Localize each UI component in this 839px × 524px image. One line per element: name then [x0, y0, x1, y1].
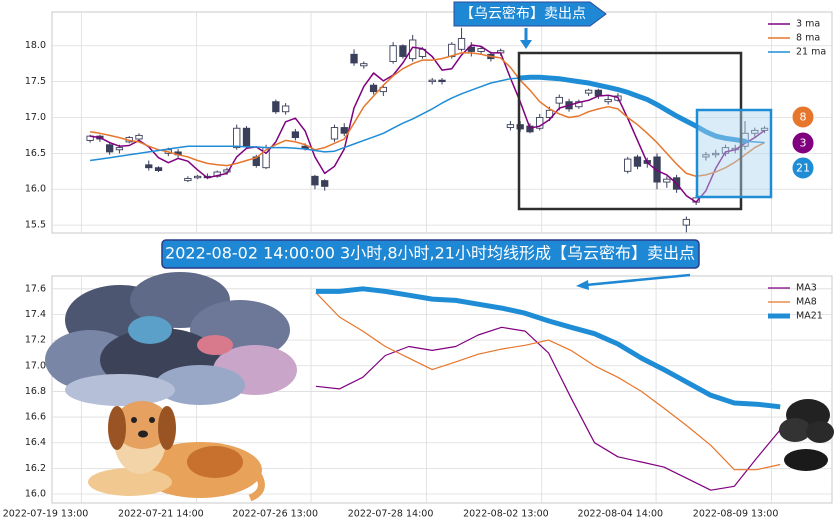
candle-body	[712, 152, 720, 156]
y-tick-label: 16.5	[25, 148, 46, 159]
highlight-box	[517, 51, 743, 211]
x-tick-label: 2022-08-02 13:00	[463, 509, 549, 520]
end-marker	[791, 131, 815, 155]
end-marker-label: 21	[796, 162, 810, 175]
candle-body	[340, 127, 348, 134]
candle-body	[193, 175, 202, 179]
y-tick-label: 17.6	[25, 283, 46, 294]
candle-body	[702, 154, 710, 158]
x-tick-label: 2022-07-26 13:00	[232, 509, 318, 520]
banner	[161, 239, 700, 269]
candle-body	[663, 178, 671, 183]
candle-body	[682, 218, 691, 226]
candle-body	[360, 63, 368, 67]
candle-body	[751, 129, 759, 134]
signal-box	[695, 108, 773, 199]
candle-body	[545, 109, 554, 118]
legend-label: MA3	[796, 283, 817, 294]
x-tick-label: 2022-07-21 14:00	[118, 509, 204, 520]
end-marker-label: 3	[800, 137, 807, 150]
candle-body	[330, 127, 339, 140]
y-tick-label: 16.0	[25, 184, 46, 195]
candle-body	[311, 175, 319, 186]
candle-body	[281, 105, 290, 113]
candle-body	[506, 124, 515, 128]
end-marker	[791, 105, 815, 129]
candle-body	[438, 79, 446, 83]
candle-body	[399, 45, 407, 57]
candle-body	[350, 53, 358, 64]
candle-body	[536, 117, 544, 129]
banner-arrow-head	[576, 280, 589, 290]
candle-body	[135, 134, 143, 140]
x-tick-label: 2022-08-09 13:00	[693, 509, 779, 520]
legend-label: MA21	[796, 311, 823, 322]
legend-label: MA8	[796, 297, 817, 308]
y-tick-label: 15.5	[25, 220, 46, 231]
y-tick-label: 16.4	[25, 437, 46, 448]
series-line	[315, 286, 781, 410]
candle-body	[409, 39, 417, 60]
candle-body	[555, 96, 563, 104]
end-marker-label: 8	[800, 111, 807, 124]
candle-body	[604, 99, 612, 103]
y-tick-label: 16.8	[25, 386, 46, 397]
series-line-emphasis	[517, 74, 748, 144]
candle-body	[584, 89, 593, 94]
candle-body	[389, 45, 397, 62]
series-line	[89, 44, 766, 203]
callout-text: 【乌云密布】卖出点	[460, 5, 586, 22]
x-tick-label: 2022-08-04 14:00	[577, 509, 663, 520]
candle-body	[428, 79, 436, 83]
x-tick-label: 2022-07-19 13:00	[3, 509, 89, 520]
candle-body	[321, 180, 329, 187]
candle-body	[106, 144, 114, 153]
cloud-illustration	[45, 272, 297, 406]
candle-body	[369, 84, 378, 93]
dog-illustration	[88, 401, 265, 502]
candle-body	[154, 167, 163, 172]
y-tick-label: 17.0	[25, 360, 46, 371]
candle-body	[272, 101, 280, 113]
callout-box	[453, 1, 607, 27]
y-tick-label: 17.2	[25, 335, 46, 346]
series-line	[315, 326, 781, 491]
candle-body	[457, 38, 466, 50]
y-tick-label: 17.4	[25, 309, 46, 320]
legend-label: 8 ma	[796, 33, 820, 44]
callout-arrow-head	[520, 40, 532, 49]
x-tick-label: 2022-07-28 14:00	[348, 509, 434, 520]
end-marker	[791, 156, 815, 180]
candle-body	[184, 178, 192, 182]
series-line	[89, 52, 765, 178]
y-tick-label: 16.0	[25, 489, 46, 500]
legend-label: 3 ma	[796, 19, 820, 30]
dark-cloud-illustration	[779, 399, 834, 471]
legend-label: 21 ma	[796, 47, 826, 58]
candle-body	[145, 164, 153, 169]
series-line	[315, 292, 781, 471]
banner-arrow	[585, 273, 691, 287]
candle-body	[291, 131, 300, 139]
candle-body	[477, 48, 485, 52]
y-tick-label: 18.0	[25, 40, 46, 51]
candle-body	[115, 147, 124, 151]
candle-body	[233, 127, 241, 149]
banner-text: 2022-08-02 14:00:00 3小时,8小时,21小时均线形成【乌云密…	[165, 244, 695, 263]
candle-body	[242, 127, 251, 147]
y-tick-label: 16.2	[25, 463, 46, 474]
y-tick-label: 16.6	[25, 412, 46, 423]
candle-body	[653, 156, 661, 183]
y-tick-label: 17.5	[25, 76, 46, 87]
candle-body	[624, 158, 632, 172]
candle-body	[633, 156, 642, 167]
y-tick-label: 17.0	[25, 112, 46, 123]
